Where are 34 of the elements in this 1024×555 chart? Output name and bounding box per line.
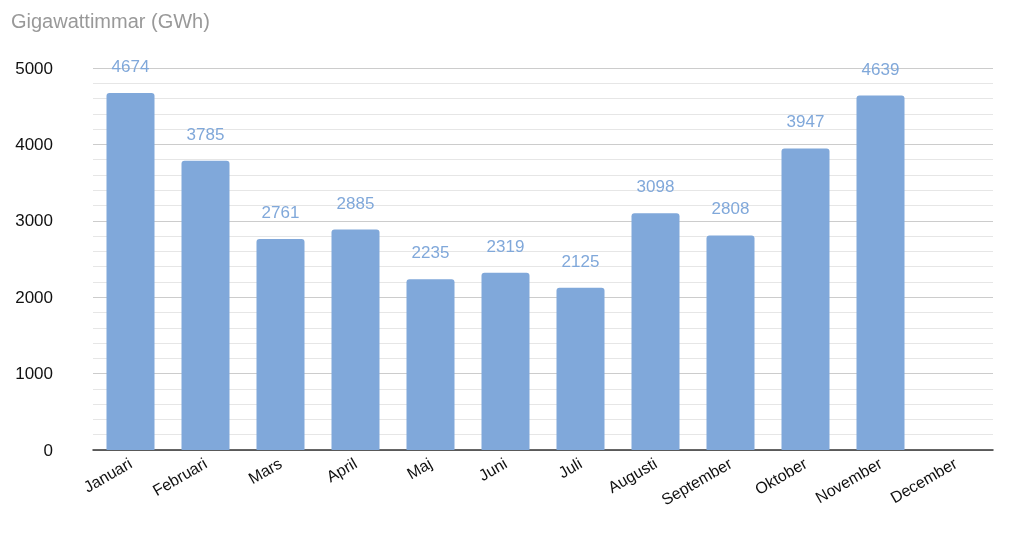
bar <box>556 287 605 450</box>
y-tick-label: 0 <box>43 440 53 460</box>
data-label: 2808 <box>711 199 750 219</box>
y-tick-label: 4000 <box>15 134 53 154</box>
bar <box>256 239 305 450</box>
data-label: 2885 <box>336 193 375 213</box>
data-label: 3947 <box>786 112 825 132</box>
x-tick-label: Maj <box>403 454 435 483</box>
y-tick-label: 5000 <box>15 58 53 78</box>
bar <box>631 213 680 450</box>
data-label: 3098 <box>636 177 675 197</box>
bar <box>856 95 905 450</box>
data-label: 2761 <box>261 203 300 223</box>
y-tick-label: 1000 <box>15 364 53 384</box>
x-tick-label: April <box>323 454 360 486</box>
bar <box>781 148 830 450</box>
data-label: 4674 <box>111 56 150 76</box>
data-label: 2319 <box>486 236 525 256</box>
bar <box>406 279 455 450</box>
data-label: 3785 <box>186 124 225 144</box>
bar <box>481 272 530 450</box>
x-tick-label: Juni <box>475 454 510 485</box>
y-axis-title: Gigawattimmar (GWh) <box>11 10 210 32</box>
y-tick-label: 2000 <box>15 287 53 307</box>
bar <box>106 92 155 450</box>
bar <box>181 160 230 450</box>
data-label: 2125 <box>561 251 600 271</box>
bar <box>331 229 380 450</box>
data-label: 4639 <box>861 59 900 79</box>
bar <box>706 235 755 450</box>
x-tick-label: Mars <box>245 454 285 488</box>
y-tick-label: 3000 <box>15 211 53 231</box>
x-tick-label: Juli <box>555 454 585 482</box>
data-label: 2235 <box>411 243 450 263</box>
